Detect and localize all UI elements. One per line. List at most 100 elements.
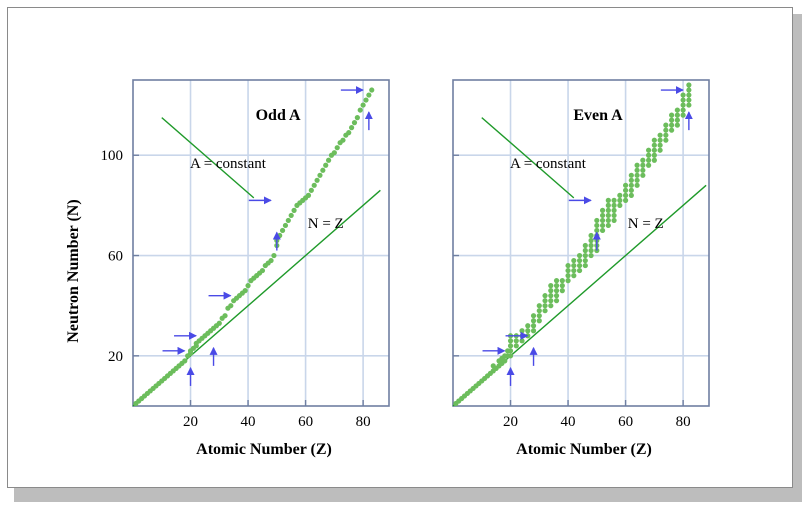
x-tick-label: 20 — [183, 414, 198, 430]
nuclide-point — [628, 192, 634, 198]
nuclide-point — [599, 222, 606, 229]
nuclide-point — [594, 227, 600, 234]
a-constant-line — [481, 117, 575, 199]
plot-frame — [452, 79, 710, 407]
nuclide-point — [553, 288, 560, 294]
nuclide-point — [349, 125, 355, 131]
x-tick-label: 60 — [298, 414, 313, 430]
x-tick-label: 20 — [503, 414, 518, 430]
nuclide-point — [576, 267, 583, 274]
nuclide-point — [530, 328, 537, 334]
nuclide-point — [305, 192, 312, 198]
nuclide-point — [657, 142, 663, 148]
nuclide-point — [582, 247, 588, 254]
nuclide-point — [317, 172, 323, 178]
plot-frame — [132, 79, 390, 407]
nuclide-point — [680, 97, 686, 103]
nuclide-point — [242, 288, 248, 294]
nuclide-point — [628, 172, 634, 178]
nuclide-point — [680, 102, 686, 108]
nuclide-point — [594, 222, 600, 229]
nuclide-point — [507, 343, 514, 349]
nuclide-point — [686, 82, 692, 88]
nuclide-point — [565, 262, 571, 269]
nuclide-point — [611, 202, 617, 208]
nuclide-point — [669, 127, 675, 133]
nuclide-point — [663, 137, 669, 143]
nuclide-point — [222, 313, 228, 319]
nuclide-point — [354, 115, 360, 121]
nuclide-point — [605, 197, 611, 203]
chart-panel-1: 20 40 60 80 20 60 100 Atomic Number (Z) Odd A N =… — [101, 79, 390, 458]
nuclide-point — [507, 348, 514, 354]
nuclide-point — [599, 207, 606, 213]
nuclide-point — [663, 122, 669, 128]
nuclide-point — [530, 318, 537, 324]
nuclide-point — [634, 172, 640, 178]
nuclide-point — [599, 212, 606, 219]
nuclide-point — [617, 197, 623, 203]
nuclide-point — [323, 162, 329, 168]
nuclide-point — [599, 217, 606, 224]
nuclide-point — [651, 157, 657, 163]
nuclide-point — [617, 202, 623, 208]
n-equals-z-label: N = Z — [628, 216, 664, 232]
nuclide-point — [571, 273, 577, 279]
nuclide-point — [634, 177, 640, 183]
a-constant-line — [161, 117, 255, 199]
nuclide-point — [291, 207, 297, 213]
nuclide-point — [259, 267, 266, 274]
nuclide-point — [308, 187, 314, 193]
nuclide-point — [588, 247, 594, 254]
nuclide-point — [605, 222, 611, 229]
nuclide-point — [536, 318, 542, 324]
nuclide-point — [628, 187, 634, 193]
nuclide-point — [525, 323, 531, 329]
nuclide-point — [502, 358, 508, 364]
nuclide-point — [588, 232, 594, 239]
nuclide-point — [622, 197, 629, 203]
nuclide-point — [334, 145, 340, 151]
nuclide-point — [548, 283, 554, 289]
nuclide-point — [651, 152, 657, 158]
nuclide-point — [571, 267, 577, 274]
nuclide-point — [617, 192, 623, 198]
nuclide-point — [553, 298, 560, 304]
a-constant-label: A = constant — [190, 156, 267, 172]
x-axis-label: Atomic Number (Z) — [196, 441, 332, 458]
x-axis-label: Atomic Number (Z) — [516, 441, 652, 458]
nuclide-point — [686, 87, 692, 93]
nuclide-point — [542, 303, 548, 309]
nuclide-point — [331, 150, 337, 156]
nuclide-point — [582, 252, 588, 259]
nuclide-point — [542, 298, 548, 304]
nuclide-point — [674, 107, 680, 113]
nuclide-point — [680, 112, 686, 118]
chart-panel-2: 20 40 60 80 Atomic Number (Z) Even A N = Z A = … — [452, 79, 710, 458]
nuclide-point — [622, 187, 629, 193]
nuclide-point — [611, 217, 617, 224]
nuclide-point — [268, 257, 274, 264]
nuclide-point — [680, 92, 686, 98]
nuclide-point — [582, 262, 588, 269]
nuclide-point — [674, 112, 680, 118]
nuclide-point — [513, 338, 519, 344]
nuclide-point — [571, 262, 577, 269]
nuclide-point — [548, 303, 554, 309]
nuclide-point — [536, 303, 542, 309]
nuclide-point — [628, 182, 634, 188]
nuclide-point — [669, 122, 675, 128]
nuclide-point — [640, 157, 646, 163]
x-tick-label: 80 — [356, 414, 371, 430]
nuclide-point — [634, 182, 640, 188]
nuclide-point — [611, 197, 617, 203]
nuclide-point — [548, 288, 554, 294]
nuclide-point — [351, 120, 358, 126]
nuclide-point — [565, 267, 571, 274]
nuclide-point — [576, 257, 583, 264]
nuclide-point — [674, 122, 680, 128]
nuclide-point — [669, 112, 675, 118]
chart-title: Even A — [573, 107, 623, 124]
nuclide-point — [357, 107, 363, 113]
nuclide-point — [611, 207, 617, 213]
